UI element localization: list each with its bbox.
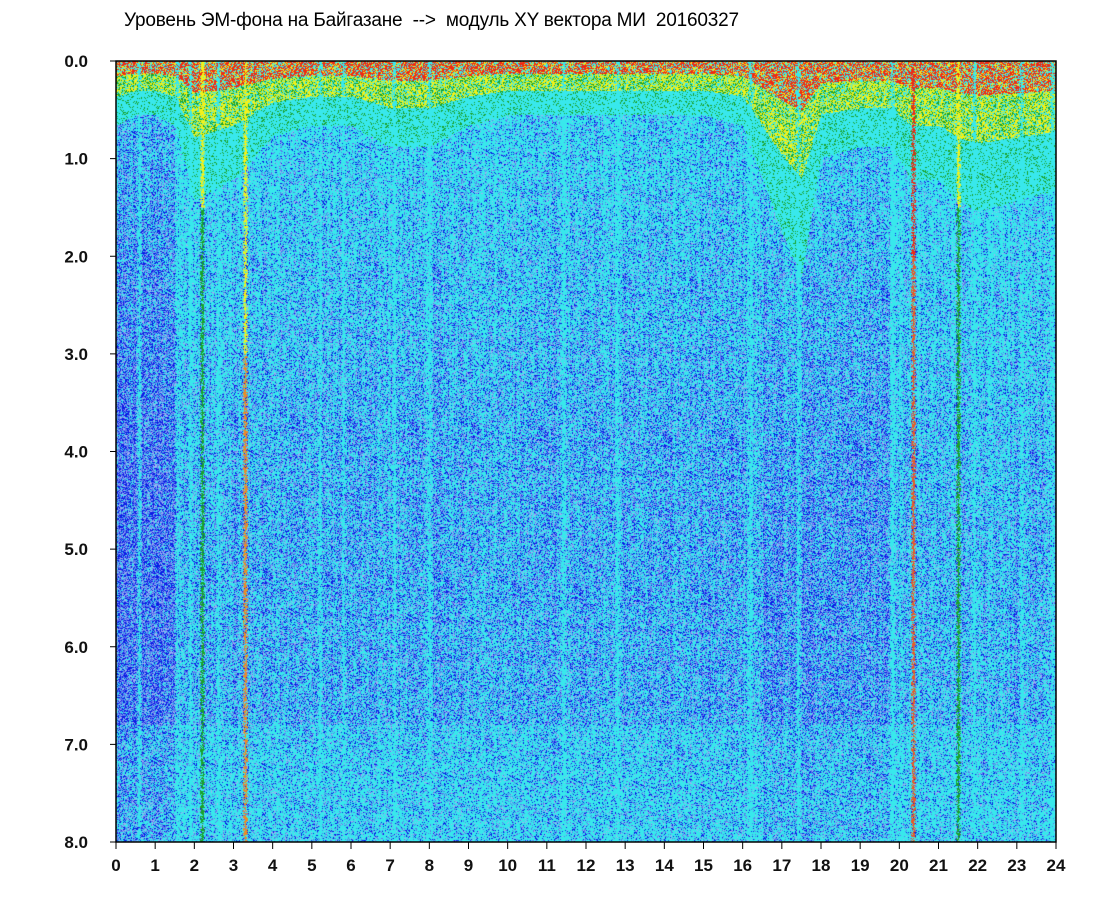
x-tick-label: 11 xyxy=(538,856,556,875)
y-tick-label: 2.0 xyxy=(64,247,88,266)
heatmap-raster xyxy=(116,61,1056,842)
y-axis: 0.0 1.0 2.0 3.0 4.0 5.0 6.0 7.0 8.0 xyxy=(64,52,116,852)
x-axis: 0 1 2 3 4 5 6 7 8 9 10 11 12 13 14 15 16 17 18 19 20 21 22 23 24 xyxy=(111,842,1066,875)
x-tick-label: 23 xyxy=(1007,856,1026,875)
x-tick-label: 5 xyxy=(307,856,316,875)
y-tick-label: 0.0 xyxy=(64,52,88,71)
y-tick-label: 7.0 xyxy=(64,735,88,754)
x-tick-label: 22 xyxy=(968,856,987,875)
x-tick-label: 21 xyxy=(929,856,948,875)
y-tick-label: 6.0 xyxy=(64,638,88,657)
x-tick-label: 10 xyxy=(498,856,517,875)
x-tick-label: 13 xyxy=(616,856,635,875)
x-tick-label: 17 xyxy=(772,856,791,875)
x-tick-label: 12 xyxy=(577,856,596,875)
chart-title: Уровень ЭМ-фона на Байгазане --> модуль … xyxy=(124,10,739,31)
x-tick-label: 9 xyxy=(464,856,473,875)
x-tick-label: 2 xyxy=(190,856,199,875)
x-tick-label: 6 xyxy=(346,856,355,875)
y-tick-label: 5.0 xyxy=(64,540,88,559)
y-tick-label: 4.0 xyxy=(64,443,88,462)
x-tick-label: 19 xyxy=(851,856,870,875)
y-tick-label: 1.0 xyxy=(64,150,88,169)
x-tick-label: 4 xyxy=(268,856,278,875)
x-tick-label: 15 xyxy=(694,856,713,875)
x-tick-label: 3 xyxy=(229,856,238,875)
x-tick-label: 8 xyxy=(425,856,434,875)
x-tick-label: 18 xyxy=(812,856,831,875)
x-tick-label: 16 xyxy=(733,856,752,875)
x-tick-label: 1 xyxy=(150,856,159,875)
heatmap-image xyxy=(116,61,1056,842)
x-tick-label: 20 xyxy=(890,856,909,875)
y-tick-label: 3.0 xyxy=(64,345,88,364)
x-tick-label: 24 xyxy=(1047,856,1066,875)
y-tick-label: 8.0 xyxy=(64,833,88,852)
x-tick-label: 7 xyxy=(385,856,394,875)
x-tick-label: 0 xyxy=(111,856,120,875)
x-tick-label: 14 xyxy=(655,856,674,875)
